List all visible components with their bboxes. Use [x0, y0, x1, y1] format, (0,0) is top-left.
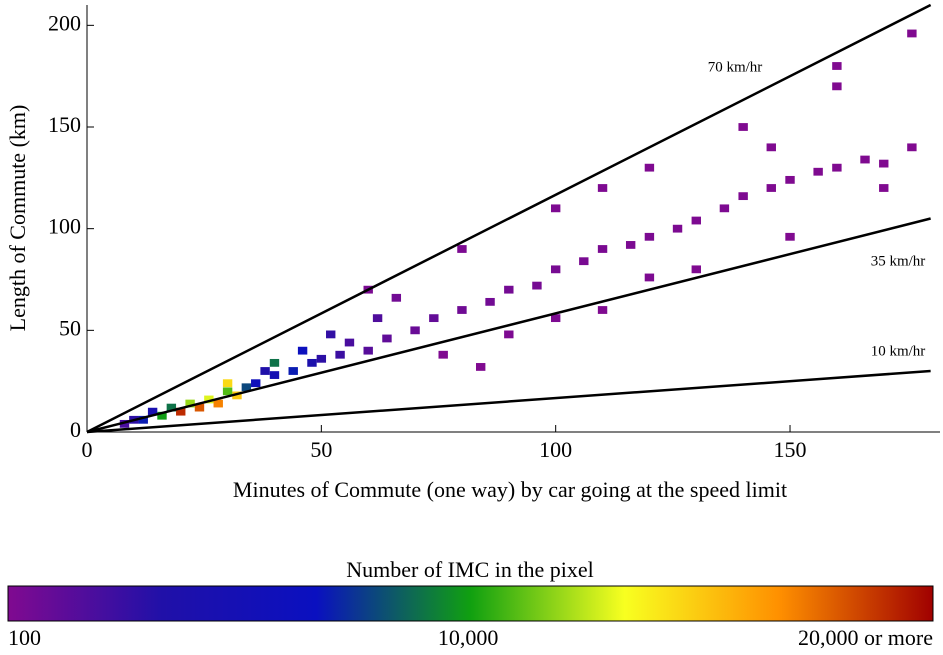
heat-cell — [550, 265, 561, 274]
x-axis-label: Minutes of Commute (one way) by car goin… — [233, 477, 787, 502]
heat-cell — [204, 395, 214, 404]
colorbar-tick-label: 10,000 — [438, 625, 499, 650]
heat-cell — [194, 403, 205, 412]
y-axis-label: Length of Commute (km) — [5, 105, 30, 332]
line-label: 10 km/hr — [871, 343, 926, 359]
heat-cell — [185, 399, 195, 408]
x-tick-label: 0 — [82, 437, 93, 462]
heat-cell — [222, 379, 233, 388]
heat-cell — [832, 62, 842, 70]
heat-cell — [176, 407, 186, 416]
heat-cell — [269, 371, 280, 379]
heat-cell — [644, 273, 655, 282]
heat-cell — [766, 184, 776, 192]
colorbar — [7, 585, 934, 622]
x-tick-label: 100 — [539, 437, 572, 462]
heat-cell — [335, 350, 345, 359]
colorbar-tick-label: 20,000 or more — [798, 625, 933, 650]
heat-cell — [672, 224, 683, 233]
heat-cell — [879, 159, 889, 168]
heat-cell — [288, 367, 298, 375]
heat-cell — [597, 245, 608, 253]
heat-cell — [485, 297, 495, 306]
y-tick-label: 150 — [48, 112, 81, 137]
heat-cell — [532, 281, 542, 290]
heat-cell — [860, 155, 870, 164]
heat-cell — [738, 123, 748, 131]
heat-cell — [719, 204, 730, 213]
heat-cell — [644, 163, 655, 172]
heat-cell — [457, 306, 467, 314]
heat-cell — [832, 82, 842, 91]
heat-cell — [297, 346, 308, 355]
heat-cell — [372, 314, 383, 323]
line-label: 35 km/hr — [871, 253, 926, 269]
heat-cell — [316, 354, 327, 363]
heat-cell — [363, 346, 373, 355]
line-label: 70 km/hr — [708, 59, 763, 75]
heat-cell — [644, 232, 655, 241]
heat-cell — [832, 163, 842, 172]
heat-cell — [307, 358, 317, 367]
heat-cell — [475, 363, 486, 371]
heat-cell — [550, 204, 561, 213]
heat-cell — [260, 367, 270, 375]
heat-cell — [382, 334, 392, 343]
heat-cell — [391, 293, 402, 302]
heat-cell — [766, 143, 776, 152]
y-tick-label: 200 — [48, 10, 81, 35]
heat-cell — [597, 184, 608, 192]
heat-cell — [326, 330, 336, 339]
heat-cell — [691, 265, 701, 274]
heat-cell — [429, 314, 439, 323]
heat-cell — [504, 330, 514, 339]
heat-cell — [344, 338, 355, 347]
heat-cell — [410, 326, 420, 335]
y-tick-label: 50 — [59, 315, 81, 340]
heat-cell — [785, 232, 795, 241]
heat-cell — [738, 192, 748, 201]
colorbar-title: Number of IMC in the pixel — [346, 557, 593, 582]
heat-cell — [579, 257, 589, 266]
heat-cell — [879, 184, 889, 192]
heat-cell — [438, 350, 448, 359]
heat-cell — [232, 391, 242, 400]
heat-cell — [625, 241, 636, 249]
heat-cell — [907, 29, 917, 38]
x-tick-label: 150 — [774, 437, 807, 462]
heat-cell — [269, 358, 280, 367]
heat-cell — [550, 314, 561, 323]
heat-cell — [597, 306, 608, 314]
y-tick-label: 0 — [70, 417, 81, 442]
heat-cell — [241, 383, 252, 392]
reference-line — [86, 217, 931, 434]
heat-cell — [457, 245, 467, 253]
heat-cell — [213, 399, 223, 408]
reference-line — [86, 3, 932, 434]
heat-cell — [119, 419, 130, 428]
heat-cell — [907, 143, 917, 152]
x-tick-label: 50 — [310, 437, 332, 462]
heat-cell — [166, 403, 177, 412]
heat-cell — [504, 285, 514, 294]
y-tick-label: 100 — [48, 214, 81, 239]
heat-cell — [138, 415, 148, 424]
reference-line — [86, 369, 931, 434]
heat-cell — [251, 379, 261, 388]
heat-cell — [157, 411, 167, 420]
heat-cell — [222, 387, 233, 396]
heat-cell — [147, 407, 158, 416]
colorbar-tick-label: 100 — [8, 625, 41, 650]
heat-cell — [813, 167, 823, 176]
heat-cell — [785, 175, 795, 184]
heat-cell — [691, 216, 701, 225]
